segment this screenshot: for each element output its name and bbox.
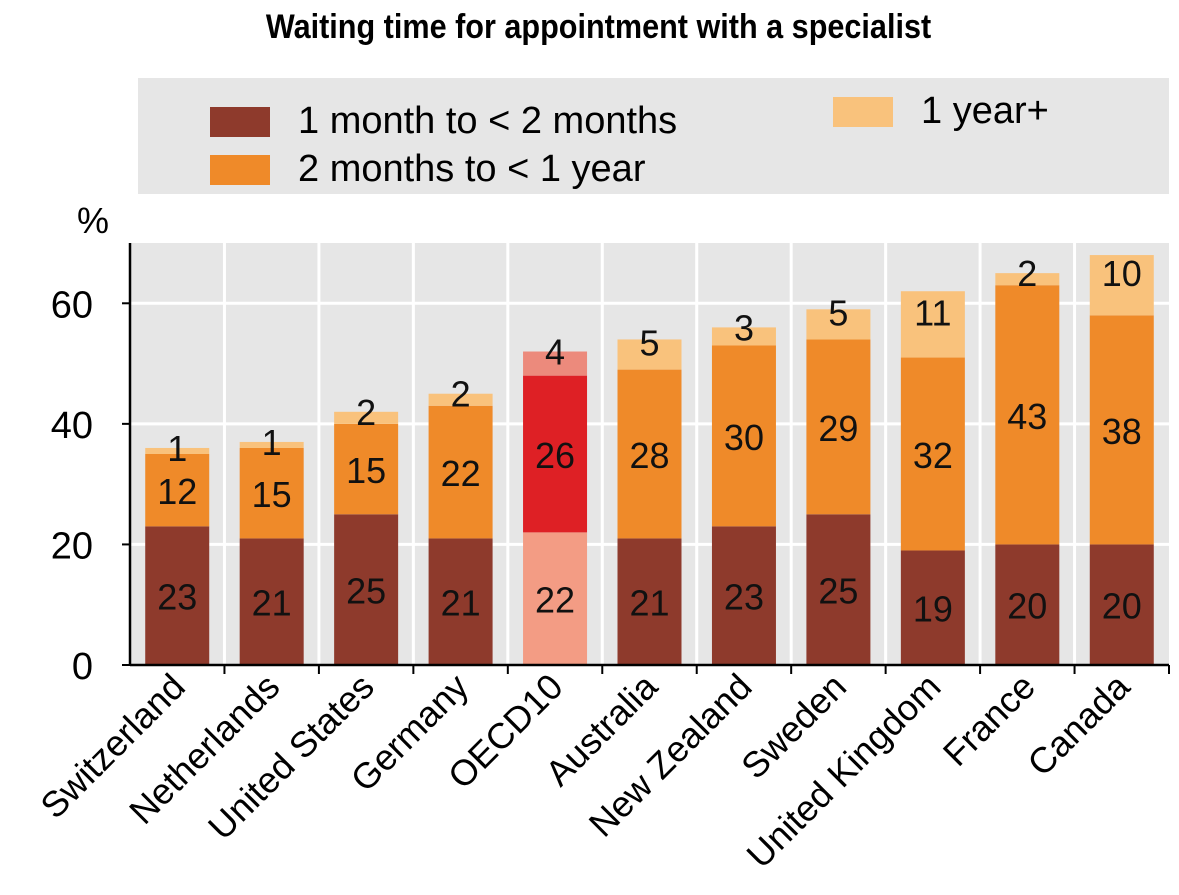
value-label-switzerland-2-months-to-1-year: 12 bbox=[157, 471, 197, 512]
y-tick-label: 60 bbox=[51, 284, 93, 326]
legend-item-2-12-months: 2 months to < 1 year bbox=[210, 148, 645, 191]
bar-new-zealand-1-month-to-2-months bbox=[711, 526, 776, 665]
legend-item-1-year-plus: 1 year+ bbox=[833, 90, 1049, 133]
bar-oecd10-1-year bbox=[523, 351, 588, 376]
value-label-australia-1-year: 5 bbox=[639, 323, 659, 364]
bars bbox=[145, 255, 1154, 665]
legend-swatch-2-12-months bbox=[210, 154, 270, 185]
value-label-sweden-1-month-to-2-months: 25 bbox=[818, 571, 858, 612]
legend-label-1-year-plus: 1 year+ bbox=[921, 90, 1049, 132]
bar-oecd10-1-month-to-2-months bbox=[523, 532, 588, 665]
value-label-france-1-year: 2 bbox=[1017, 253, 1037, 294]
legend-label-1-2-months: 1 month to < 2 months bbox=[298, 100, 678, 142]
value-label-germany-1-month-to-2-months: 21 bbox=[441, 583, 481, 624]
bar-new-zealand-1-year bbox=[711, 327, 776, 346]
value-label-switzerland-1-year: 1 bbox=[167, 428, 187, 469]
bar-sweden-2-months-to-1-year bbox=[806, 339, 871, 515]
bar-germany-2-months-to-1-year bbox=[428, 405, 493, 539]
bar-united-kingdom-1-year bbox=[900, 291, 965, 358]
value-label-netherlands-1-month-to-2-months: 21 bbox=[252, 583, 292, 624]
bar-switzerland-1-month-to-2-months bbox=[145, 526, 210, 665]
y-tick-label: 40 bbox=[51, 405, 93, 447]
x-tick-label-new-zealand: New Zealand bbox=[581, 666, 760, 845]
value-label-new-zealand-2-months-to-1-year: 30 bbox=[724, 417, 764, 458]
value-label-australia-1-month-to-2-months: 21 bbox=[629, 583, 669, 624]
bar-netherlands-1-month-to-2-months bbox=[239, 538, 304, 665]
bar-switzerland-2-months-to-1-year bbox=[145, 454, 210, 527]
bar-canada-2-months-to-1-year bbox=[1089, 315, 1154, 545]
value-label-new-zealand-1-month-to-2-months: 23 bbox=[724, 577, 764, 618]
value-label-canada-2-months-to-1-year: 38 bbox=[1102, 411, 1142, 452]
bar-australia-1-month-to-2-months bbox=[617, 538, 682, 665]
bar-united-states-1-year bbox=[334, 411, 399, 424]
value-label-sweden-1-year: 5 bbox=[828, 292, 848, 333]
bar-canada-1-month-to-2-months bbox=[1089, 544, 1154, 665]
bar-new-zealand-2-months-to-1-year bbox=[711, 345, 776, 527]
bar-canada-1-year bbox=[1089, 255, 1154, 316]
bar-netherlands-2-months-to-1-year bbox=[239, 447, 304, 539]
value-label-netherlands-1-year: 1 bbox=[262, 422, 282, 463]
legend-swatch-1-2-months bbox=[210, 106, 270, 137]
value-label-united-kingdom-1-year: 11 bbox=[914, 292, 951, 333]
bar-australia-1-year bbox=[617, 339, 682, 370]
chart-title: Waiting time for appointment with a spec… bbox=[265, 8, 932, 46]
bar-switzerland-1-year bbox=[145, 447, 210, 454]
value-label-sweden-2-months-to-1-year: 29 bbox=[818, 408, 858, 449]
legend-swatch-1-year-plus bbox=[833, 96, 893, 127]
bar-germany-1-month-to-2-months bbox=[428, 538, 493, 665]
data-labels: 2312121151251522122222264212852330325295… bbox=[157, 253, 1142, 630]
value-label-united-states-2-months-to-1-year: 15 bbox=[346, 450, 386, 491]
value-label-france-2-months-to-1-year: 43 bbox=[1007, 396, 1047, 437]
value-label-canada-1-month-to-2-months: 20 bbox=[1102, 586, 1142, 627]
legend: 1 month to < 2 months 2 months to < 1 ye… bbox=[138, 78, 1169, 194]
value-label-france-1-month-to-2-months: 20 bbox=[1007, 586, 1047, 627]
value-label-australia-2-months-to-1-year: 28 bbox=[629, 435, 669, 476]
bar-sweden-1-month-to-2-months bbox=[806, 514, 871, 665]
bar-france-1-month-to-2-months bbox=[995, 544, 1060, 665]
bar-germany-1-year bbox=[428, 393, 493, 406]
value-label-united-kingdom-2-months-to-1-year: 32 bbox=[913, 435, 953, 476]
value-label-switzerland-1-month-to-2-months: 23 bbox=[157, 577, 197, 618]
bar-united-kingdom-1-month-to-2-months bbox=[900, 550, 965, 665]
value-label-canada-1-year: 10 bbox=[1102, 253, 1142, 294]
x-tick-label-canada: Canada bbox=[1019, 665, 1138, 784]
value-label-germany-1-year: 2 bbox=[451, 374, 471, 415]
bar-france-2-months-to-1-year bbox=[995, 285, 1060, 545]
legend-item-1-2-months: 1 month to < 2 months bbox=[210, 100, 677, 143]
bar-united-kingdom-2-months-to-1-year bbox=[900, 357, 965, 551]
value-label-netherlands-2-months-to-1-year: 15 bbox=[252, 474, 292, 515]
value-label-oecd10-1-month-to-2-months: 22 bbox=[535, 580, 575, 621]
y-tick-label: 0 bbox=[72, 646, 93, 688]
bar-united-states-2-months-to-1-year bbox=[334, 423, 399, 515]
value-label-united-states-1-year: 2 bbox=[356, 392, 376, 433]
value-label-oecd10-1-year: 4 bbox=[545, 332, 565, 373]
bar-france-1-year bbox=[995, 273, 1060, 286]
value-label-united-kingdom-1-month-to-2-months: 19 bbox=[913, 589, 953, 630]
value-label-new-zealand-1-year: 3 bbox=[734, 307, 754, 348]
y-axis-label: % bbox=[77, 200, 109, 241]
y-tick-label: 20 bbox=[51, 525, 93, 567]
legend-label-2-12-months: 2 months to < 1 year bbox=[298, 148, 646, 190]
bar-australia-2-months-to-1-year bbox=[617, 369, 682, 539]
bar-netherlands-1-year bbox=[239, 441, 304, 448]
bar-united-states-1-month-to-2-months bbox=[334, 514, 399, 665]
value-label-united-states-1-month-to-2-months: 25 bbox=[346, 571, 386, 612]
bar-sweden-1-year bbox=[806, 309, 871, 340]
value-label-germany-2-months-to-1-year: 22 bbox=[441, 453, 481, 494]
x-tick-label-united-states: United States bbox=[200, 666, 382, 848]
bar-oecd10-2-months-to-1-year bbox=[523, 375, 588, 533]
value-label-oecd10-2-months-to-1-year: 26 bbox=[535, 435, 575, 476]
